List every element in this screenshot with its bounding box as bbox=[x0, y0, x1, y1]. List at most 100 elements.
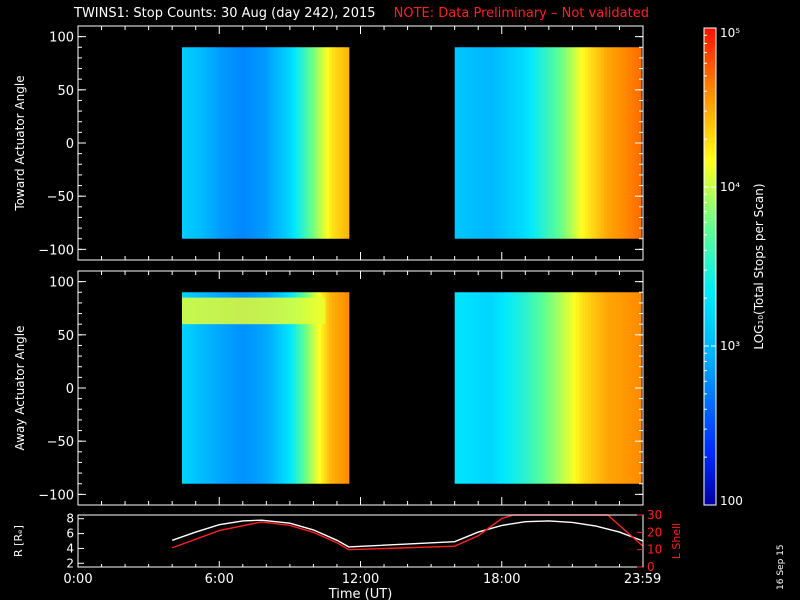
away-heatmap-column bbox=[209, 292, 214, 484]
toward-heatmap-column bbox=[290, 47, 294, 239]
colorbar-label: LOG₁₀(Total Stops per Scan) bbox=[752, 183, 766, 349]
away-heatmap-column bbox=[526, 292, 530, 484]
x-tick-label: 12:00 bbox=[342, 572, 379, 587]
away-heatmap-column bbox=[557, 292, 561, 484]
toward-heatmap-column bbox=[240, 47, 244, 239]
title-note: NOTE: Data Preliminary – Not validated bbox=[393, 6, 649, 21]
toward-heatmap bbox=[181, 47, 642, 239]
away-heatmap-column bbox=[463, 292, 468, 484]
away-ytick-label: 0 bbox=[66, 382, 74, 397]
away-ytick-label: 100 bbox=[49, 276, 74, 291]
away-enhanced-band bbox=[181, 297, 326, 325]
away-heatmap-column bbox=[345, 292, 350, 484]
x-axis-label: Time (UT) bbox=[328, 587, 393, 600]
away-heatmap-column bbox=[229, 292, 233, 484]
away-heatmap-column bbox=[284, 292, 289, 484]
away-heatmap-column bbox=[575, 292, 580, 484]
away-heatmap-column bbox=[340, 292, 344, 484]
toward-heatmap-column bbox=[460, 47, 465, 239]
away-heatmap-column bbox=[603, 292, 608, 484]
toward-heatmap-column bbox=[513, 47, 518, 239]
toward-heatmap-column bbox=[557, 47, 561, 239]
toward-heatmap-column bbox=[195, 47, 200, 239]
away-heatmap-column bbox=[337, 292, 341, 484]
toward-heatmap-column bbox=[273, 47, 278, 239]
away-heatmap-column bbox=[554, 292, 558, 484]
colorbar-tick-label: 100 bbox=[720, 494, 743, 508]
toward-heatmap-column bbox=[298, 47, 303, 239]
toward-heatmap-column bbox=[519, 47, 524, 239]
toward-heatmap-column bbox=[578, 47, 583, 239]
toward-heatmap-column bbox=[482, 47, 487, 239]
toward-heatmap-column bbox=[329, 47, 333, 239]
away-heatmap-column bbox=[234, 292, 239, 484]
toward-heatmap-column bbox=[315, 47, 319, 239]
away-heatmap-column bbox=[613, 292, 617, 484]
toward-heatmap-column bbox=[237, 47, 241, 239]
away-heatmap-column bbox=[519, 292, 524, 484]
toward-heatmap-column bbox=[544, 47, 549, 239]
away-heatmap-column bbox=[268, 292, 272, 484]
toward-heatmap-column bbox=[575, 47, 580, 239]
toward-heatmap-column bbox=[218, 47, 222, 239]
toward-heatmap-column bbox=[547, 47, 552, 239]
toward-heatmap-column bbox=[566, 47, 571, 239]
away-heatmap-column bbox=[585, 292, 589, 484]
away-heatmap-column bbox=[312, 292, 316, 484]
toward-heatmap-column bbox=[220, 47, 225, 239]
toward-heatmap-column bbox=[454, 47, 459, 239]
away-heatmap-column bbox=[293, 292, 297, 484]
away-heatmap-column bbox=[276, 292, 280, 484]
colorbar-tick-label: 10⁴ bbox=[720, 180, 740, 194]
toward-heatmap-column bbox=[198, 47, 203, 239]
toward-heatmap-column bbox=[345, 47, 350, 239]
away-heatmap-column bbox=[544, 292, 549, 484]
away-heatmap-column bbox=[600, 292, 605, 484]
away-heatmap-column bbox=[467, 292, 471, 484]
toward-heatmap-column bbox=[343, 47, 347, 239]
away-heatmap-column bbox=[488, 292, 493, 484]
toward-heatmap-column bbox=[535, 47, 540, 239]
away-heatmap-column bbox=[318, 292, 322, 484]
toward-heatmap-column bbox=[259, 47, 264, 239]
orbit-right-tick-label: 30 bbox=[647, 508, 662, 522]
away-heatmap-column bbox=[631, 292, 636, 484]
away-ytick-label: 50 bbox=[57, 329, 74, 344]
away-heatmap-column bbox=[560, 292, 564, 484]
toward-heatmap-column bbox=[470, 47, 474, 239]
toward-heatmap-column bbox=[554, 47, 558, 239]
away-heatmap-column bbox=[513, 292, 518, 484]
away-heatmap-column bbox=[588, 292, 592, 484]
toward-heatmap-column bbox=[312, 47, 316, 239]
away-heatmap-column bbox=[516, 292, 521, 484]
away-heatmap-column bbox=[547, 292, 552, 484]
away-heatmap-column bbox=[507, 292, 512, 484]
toward-heatmap-column bbox=[332, 47, 336, 239]
toward-heatmap-column bbox=[334, 47, 339, 239]
toward-heatmap-column bbox=[594, 47, 599, 239]
away-heatmap-column bbox=[566, 292, 571, 484]
away-heatmap-column bbox=[198, 292, 203, 484]
toward-heatmap-column bbox=[309, 47, 314, 239]
toward-heatmap-column bbox=[254, 47, 258, 239]
x-tick-label: 23:59 bbox=[624, 572, 661, 587]
toward-heatmap-column bbox=[541, 47, 546, 239]
toward-heatmap-column bbox=[279, 47, 283, 239]
away-heatmap-column bbox=[535, 292, 540, 484]
away-heatmap-column bbox=[290, 292, 294, 484]
toward-heatmap-column bbox=[504, 47, 509, 239]
orbit-left-tick-label: 2 bbox=[66, 556, 74, 570]
toward-heatmap-column bbox=[532, 47, 537, 239]
away-heatmap-column bbox=[479, 292, 484, 484]
away-heatmap-column bbox=[187, 292, 191, 484]
toward-heatmap-column bbox=[323, 47, 328, 239]
toward-heatmap-column bbox=[229, 47, 233, 239]
away-heatmap-column bbox=[295, 292, 300, 484]
toward-heatmap-column bbox=[337, 47, 341, 239]
away-heatmap-column bbox=[470, 292, 474, 484]
away-heatmap-column bbox=[265, 292, 269, 484]
colorbar-gradient bbox=[704, 28, 716, 505]
away-heatmap-column bbox=[541, 292, 546, 484]
toward-heatmap-column bbox=[184, 47, 189, 239]
away-heatmap-column bbox=[628, 292, 633, 484]
